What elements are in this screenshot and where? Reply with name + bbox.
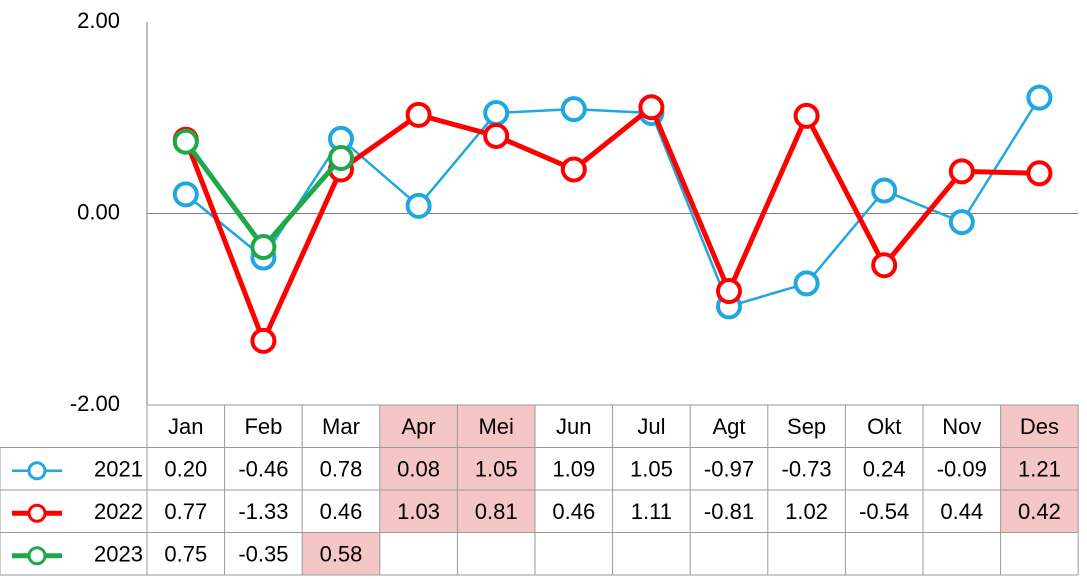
table-value: 1.09 [552,457,595,482]
table-value: 0.24 [863,457,906,482]
table-value: 0.20 [164,457,207,482]
table-value: 0.58 [320,542,363,567]
legend-label: 2021 [94,457,143,482]
legend-marker [27,503,47,523]
category-label: Des [1020,414,1059,439]
point [172,181,199,208]
point [716,278,742,305]
category-label: Mar [322,414,360,439]
table-value: 1.03 [397,499,440,524]
point [560,96,587,123]
table-value: 1.05 [630,457,673,482]
series-line [185,96,1041,308]
point [250,327,277,354]
point [948,209,975,236]
table-value: 0.46 [320,499,363,524]
point [483,122,510,149]
category-label: Sep [787,414,826,439]
table-value: 1.21 [1018,457,1061,482]
table-value: 0.46 [552,499,595,524]
highlight-cell [379,405,458,448]
category-label: Feb [244,414,282,439]
table-value: 0.08 [397,457,440,482]
highlight-cell [1000,490,1079,533]
table-value: -0.09 [937,457,987,482]
highlight-cell [1000,405,1079,448]
table-value: 0.78 [320,457,363,482]
point [1026,84,1053,111]
series-line [183,104,1040,344]
table-value: 0.77 [164,499,207,524]
table-value: 0.81 [475,499,518,524]
table-value: -0.73 [782,457,832,482]
table-value: 1.05 [475,457,518,482]
point [871,177,898,204]
category-label: Agt [712,414,745,439]
table-value: 0.44 [940,499,983,524]
table-value: -0.54 [859,499,909,524]
highlight-cell [457,490,535,533]
table-value: 1.02 [785,499,828,524]
table-value: -0.35 [238,542,288,567]
point [250,234,277,261]
point [793,102,820,129]
point [948,158,975,185]
table-value: 0.42 [1018,499,1061,524]
legend-label: 2022 [94,499,143,524]
point [483,99,510,126]
point [405,192,432,219]
table-value: -1.33 [238,499,288,524]
highlight-cell [379,490,458,533]
category-label: Nov [942,414,981,439]
legend-label: 2023 [94,542,143,567]
category-label: Jul [637,414,665,439]
point [793,270,820,297]
category-label: Apr [401,414,435,439]
highlight-cell [457,405,535,448]
point [1026,160,1053,187]
category-label: Jun [556,414,591,439]
y-tick-label: 2.00 [77,8,120,33]
table-value: -0.46 [238,457,288,482]
point [638,94,665,121]
category-label: Okt [867,414,901,439]
table-value: 0.75 [164,542,207,567]
category-label: Mei [478,414,513,439]
highlight-cell [1000,447,1079,490]
y-tick-label: 0.00 [77,199,120,224]
point [172,128,199,155]
table-value: -0.81 [704,499,754,524]
highlight-cell [379,447,458,490]
legend-marker [27,546,47,566]
point [560,156,587,183]
highlight-cell [302,532,380,575]
table-value: 1.11 [631,499,672,524]
table-value: -0.97 [704,457,754,482]
category-label: Jan [168,414,203,439]
point [405,101,432,128]
legend-marker [27,461,47,481]
y-tick-label: -2.00 [70,391,120,416]
highlight-cell [457,447,535,490]
point [328,144,354,171]
point [871,252,898,279]
